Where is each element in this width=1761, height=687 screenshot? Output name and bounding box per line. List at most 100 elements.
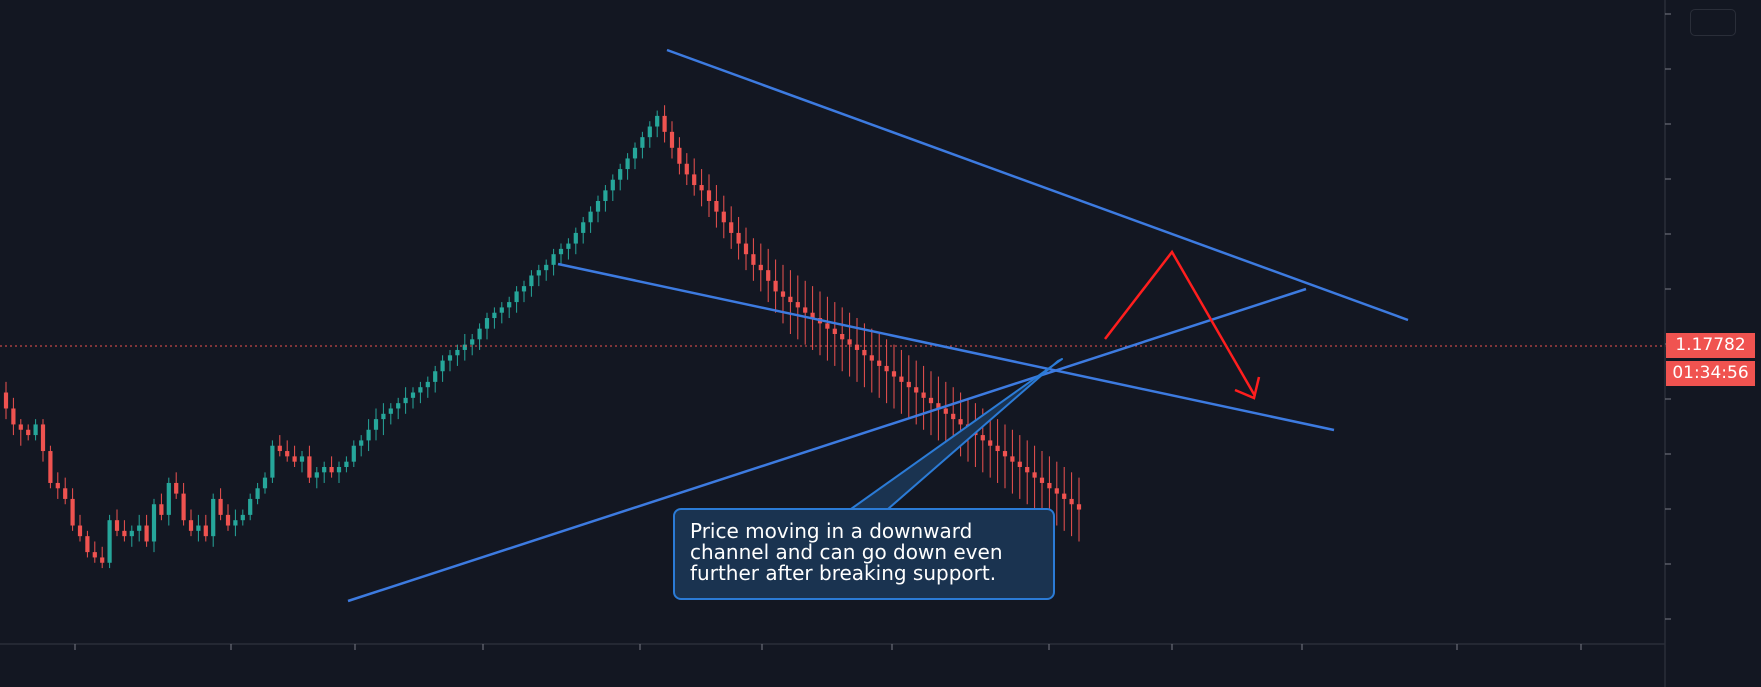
candle-body: [743, 243, 749, 255]
candle-body: [655, 115, 660, 127]
candle-body: [188, 520, 194, 531]
candle-body: [943, 408, 948, 414]
annotation-callout[interactable]: Price moving in a downward channel and c…: [673, 508, 1055, 600]
candle-body: [780, 291, 786, 297]
projection-arrow-head: [1234, 376, 1261, 400]
candle: [211, 493, 216, 547]
candle-body: [669, 131, 675, 148]
candle-body: [129, 530, 134, 537]
candle-body: [144, 525, 149, 542]
candle-body: [240, 514, 245, 521]
candle-body: [151, 504, 157, 542]
candle-body: [1039, 477, 1045, 483]
candle: [40, 419, 46, 462]
candle: [803, 280, 808, 345]
candle: [100, 546, 105, 569]
candle: [507, 296, 512, 319]
candle-body: [63, 488, 68, 499]
candle: [1054, 461, 1059, 526]
candle-body: [344, 461, 349, 467]
annotation-line-1: Price moving in a downward: [690, 519, 973, 543]
candle: [995, 419, 1000, 483]
candle: [773, 259, 778, 313]
candle: [492, 307, 497, 329]
candle-body: [906, 381, 911, 388]
candle: [151, 498, 157, 553]
candle-body: [507, 302, 512, 308]
candle-body: [418, 387, 423, 393]
candle-body: [314, 472, 319, 478]
candle-body: [692, 174, 697, 186]
candle: [107, 514, 112, 569]
projection-arrow[interactable]: [1104, 249, 1257, 397]
candle-body: [225, 514, 231, 526]
candle: [285, 440, 290, 462]
candle-body: [307, 456, 312, 478]
candle-body: [869, 355, 874, 361]
candle-body: [40, 424, 46, 452]
chart-options-button[interactable]: [1690, 9, 1736, 36]
candle: [314, 467, 319, 489]
candle-body: [706, 190, 712, 201]
candle-body: [677, 147, 682, 164]
candle: [1039, 451, 1045, 515]
candle-body: [884, 365, 889, 372]
price-axis-ticks: [1665, 13, 1671, 620]
candle: [869, 328, 874, 393]
candle-body: [521, 286, 527, 292]
candle: [181, 482, 186, 526]
channel-upper-trendline[interactable]: [666, 48, 1409, 322]
candle: [477, 323, 482, 350]
candle: [832, 302, 837, 366]
candle: [581, 216, 586, 244]
candle: [122, 520, 127, 542]
candle: [344, 456, 349, 473]
candle: [536, 264, 541, 287]
candle: [758, 243, 763, 292]
candle-body: [410, 392, 416, 398]
candle-body: [803, 307, 808, 313]
candle: [248, 493, 253, 521]
candle-body: [373, 419, 379, 430]
candle-body: [558, 248, 564, 255]
candle-body: [914, 387, 919, 393]
candle: [270, 440, 275, 483]
candle: [595, 195, 601, 223]
candle: [847, 312, 852, 377]
candle: [381, 403, 386, 436]
candle: [899, 349, 904, 414]
candle-body: [921, 392, 926, 398]
candle-countdown-badge: 01:34:56: [1666, 361, 1755, 386]
candle: [174, 472, 179, 499]
candle: [632, 142, 638, 170]
support-trendline[interactable]: [347, 287, 1307, 603]
candle-body: [322, 467, 327, 473]
candle-body: [48, 451, 53, 483]
candle: [440, 355, 445, 382]
candle-body: [33, 424, 38, 436]
candle-body: [122, 530, 127, 537]
candle: [988, 413, 993, 478]
channel-lower-trendline[interactable]: [557, 262, 1335, 432]
candle-body: [588, 211, 593, 223]
candle: [366, 419, 371, 452]
candle-body: [618, 169, 623, 180]
candle: [63, 477, 68, 505]
candle: [188, 509, 194, 537]
candle: [233, 509, 238, 537]
candle: [1062, 467, 1067, 531]
candle-body: [262, 477, 268, 489]
candle-body: [77, 525, 83, 537]
candle: [48, 445, 53, 489]
candle-body: [351, 445, 356, 462]
candle-body: [381, 413, 386, 420]
candle-body: [1032, 472, 1037, 478]
candle: [877, 334, 882, 398]
candle-body: [462, 344, 467, 350]
candle-body: [484, 318, 490, 329]
candle-body: [825, 323, 830, 329]
candle-body: [936, 403, 941, 409]
candle: [1076, 477, 1082, 542]
candle: [18, 419, 23, 446]
candle: [662, 105, 667, 143]
